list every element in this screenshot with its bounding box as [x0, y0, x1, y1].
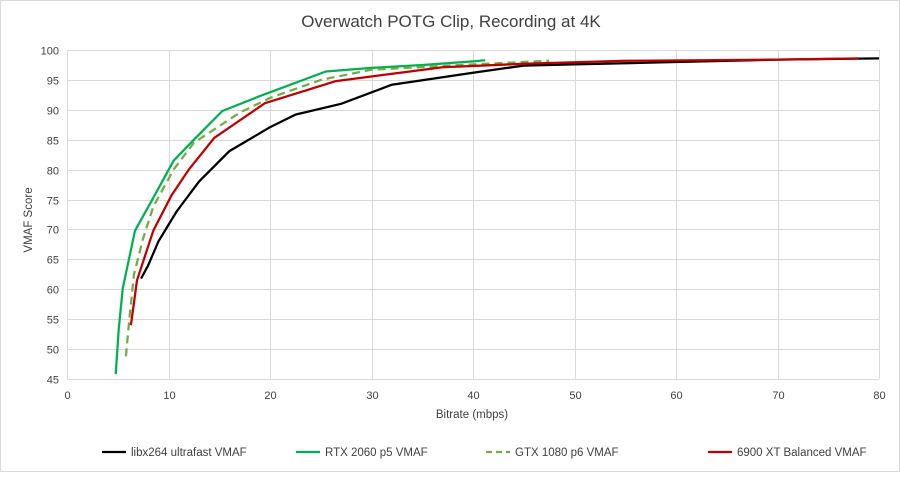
- series-lines: [114, 57, 880, 375]
- y-tick-label: 60: [47, 285, 59, 297]
- y-tick-label: 85: [47, 136, 59, 148]
- y-tick-label: 75: [47, 196, 59, 208]
- chart-title: Overwatch POTG Clip, Recording at 4K: [301, 12, 601, 31]
- legend-label-libx264-ultrafast-vmaf: libx264 ultrafast VMAF: [131, 447, 247, 459]
- x-tick-label: 50: [569, 390, 581, 402]
- y-tick-label: 95: [47, 76, 59, 88]
- gridlines: [67, 50, 880, 380]
- x-tick-label: 0: [64, 390, 70, 402]
- y-tick-label: 100: [41, 46, 59, 58]
- y-tick-label: 55: [47, 315, 59, 327]
- y-axis-label: VMAF Score: [23, 187, 35, 252]
- x-tick-label: 20: [264, 390, 276, 402]
- legend-label-rtx-2060-p5-vmaf: RTX 2060 p5 VMAF: [325, 447, 428, 459]
- x-axis-label: Bitrate (mbps): [436, 409, 508, 421]
- series-line-rtx-2060-p5-vmaf: [114, 59, 486, 375]
- x-axis-ticks: 0 10 20 30 40 50 60 70 80: [64, 390, 885, 402]
- legend-label-gtx-1080-p6-vmaf: GTX 1080 p6 VMAF: [515, 447, 619, 459]
- x-tick-label: 70: [772, 390, 784, 402]
- x-tick-label: 40: [467, 390, 479, 402]
- series-line-gtx-1080-p6-vmaf: [124, 59, 550, 357]
- series-line-libx264-ultrafast-vmaf: [140, 57, 880, 280]
- x-tick-label: 10: [163, 390, 175, 402]
- legend-label-6900-xt-balanced-vmaf: 6900 XT Balanced VMAF: [737, 447, 867, 459]
- x-tick-label: 60: [670, 390, 682, 402]
- y-tick-label: 65: [47, 255, 59, 267]
- y-tick-label: 50: [47, 345, 59, 357]
- y-tick-label: 80: [47, 166, 59, 178]
- x-tick-label: 80: [873, 390, 885, 402]
- y-tick-label: 45: [47, 375, 59, 387]
- y-tick-label: 70: [47, 225, 59, 237]
- y-tick-label: 90: [47, 106, 59, 118]
- y-axis-ticks: 45 50 55 60 65 70 75 80 85 90 95 100: [41, 46, 59, 387]
- series-line-6900-xt-balanced-vmaf: [129, 57, 859, 326]
- legend: libx264 ultrafast VMAF RTX 2060 p5 VMAF GT…: [102, 447, 867, 459]
- x-tick-label: 30: [366, 390, 378, 402]
